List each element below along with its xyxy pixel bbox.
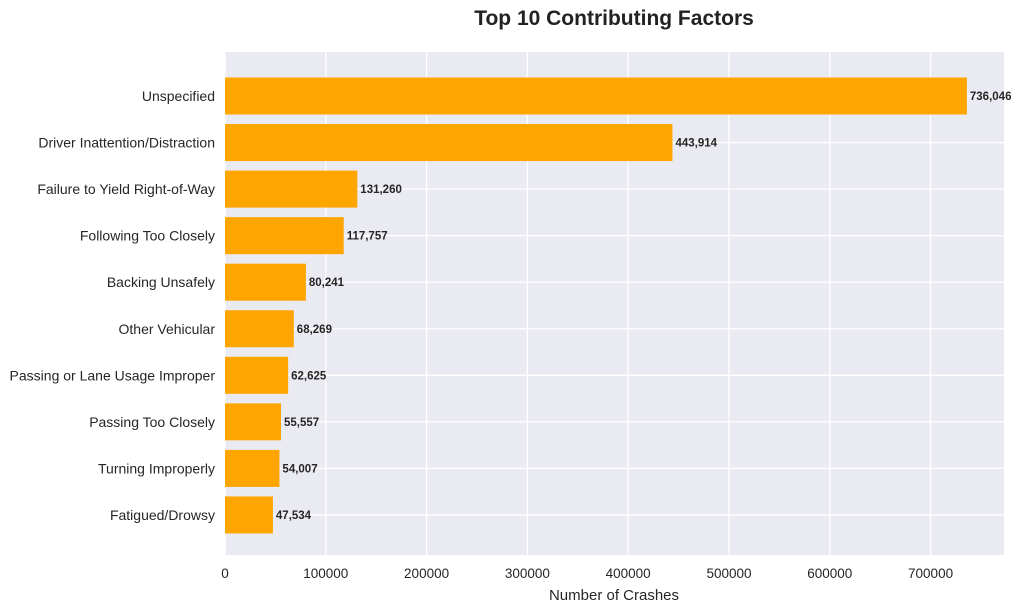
data-label-8: 54,007 xyxy=(282,463,317,475)
data-label-2: 131,260 xyxy=(360,184,402,196)
bar-3 xyxy=(225,217,344,255)
chart-title: Top 10 Contributing Factors xyxy=(474,7,754,30)
category-label-8: Turning Improperly xyxy=(98,460,215,476)
data-label-0: 736,046 xyxy=(970,91,1011,103)
x-tick-label: 600000 xyxy=(807,566,852,581)
category-label-5: Other Vehicular xyxy=(119,321,216,337)
bar-0 xyxy=(225,77,967,115)
x-tick-label: 300000 xyxy=(505,566,550,581)
data-label-3: 117,757 xyxy=(347,231,388,243)
category-label-2: Failure to Yield Right-of-Way xyxy=(37,181,215,197)
bar-4 xyxy=(225,263,306,301)
x-tick-label: 700000 xyxy=(908,566,953,581)
bar-7 xyxy=(225,403,281,441)
category-axis: Unspecified Driver Inattention/Distractio… xyxy=(10,88,216,523)
data-label-7: 55,557 xyxy=(284,417,319,429)
data-labels: 736,046 443,914 131,260 117,757 80,241 68,269… xyxy=(276,91,1011,522)
x-axis-ticks: 0 100000 200000 300000 400000 500000 600000 700… xyxy=(221,566,953,581)
x-axis-label: Number of Crashes xyxy=(549,587,679,604)
category-label-0: Unspecified xyxy=(142,88,215,104)
category-label-3: Following Too Closely xyxy=(80,228,215,244)
bar-8 xyxy=(225,449,280,487)
category-label-6: Passing or Lane Usage Improper xyxy=(10,367,216,383)
data-label-6: 62,625 xyxy=(291,370,327,382)
category-label-9: Fatigued/Drowsy xyxy=(110,507,215,523)
data-label-9: 47,534 xyxy=(276,510,312,522)
bar-1 xyxy=(225,124,673,162)
bars xyxy=(225,77,967,534)
x-tick-label: 200000 xyxy=(404,566,449,581)
bar-2 xyxy=(225,170,358,208)
bar-5 xyxy=(225,310,294,348)
x-tick-label: 0 xyxy=(221,566,229,581)
x-tick-label: 500000 xyxy=(706,566,751,581)
category-label-1: Driver Inattention/Distraction xyxy=(38,135,215,151)
x-tick-label: 400000 xyxy=(606,566,651,581)
x-tick-label: 100000 xyxy=(303,566,348,581)
category-label-7: Passing Too Closely xyxy=(89,414,215,430)
data-label-1: 443,914 xyxy=(675,138,717,150)
data-label-5: 68,269 xyxy=(297,324,332,336)
bar-6 xyxy=(225,356,289,394)
data-label-4: 80,241 xyxy=(309,277,345,289)
category-label-4: Backing Unsafely xyxy=(107,274,215,290)
bar-9 xyxy=(225,496,273,534)
